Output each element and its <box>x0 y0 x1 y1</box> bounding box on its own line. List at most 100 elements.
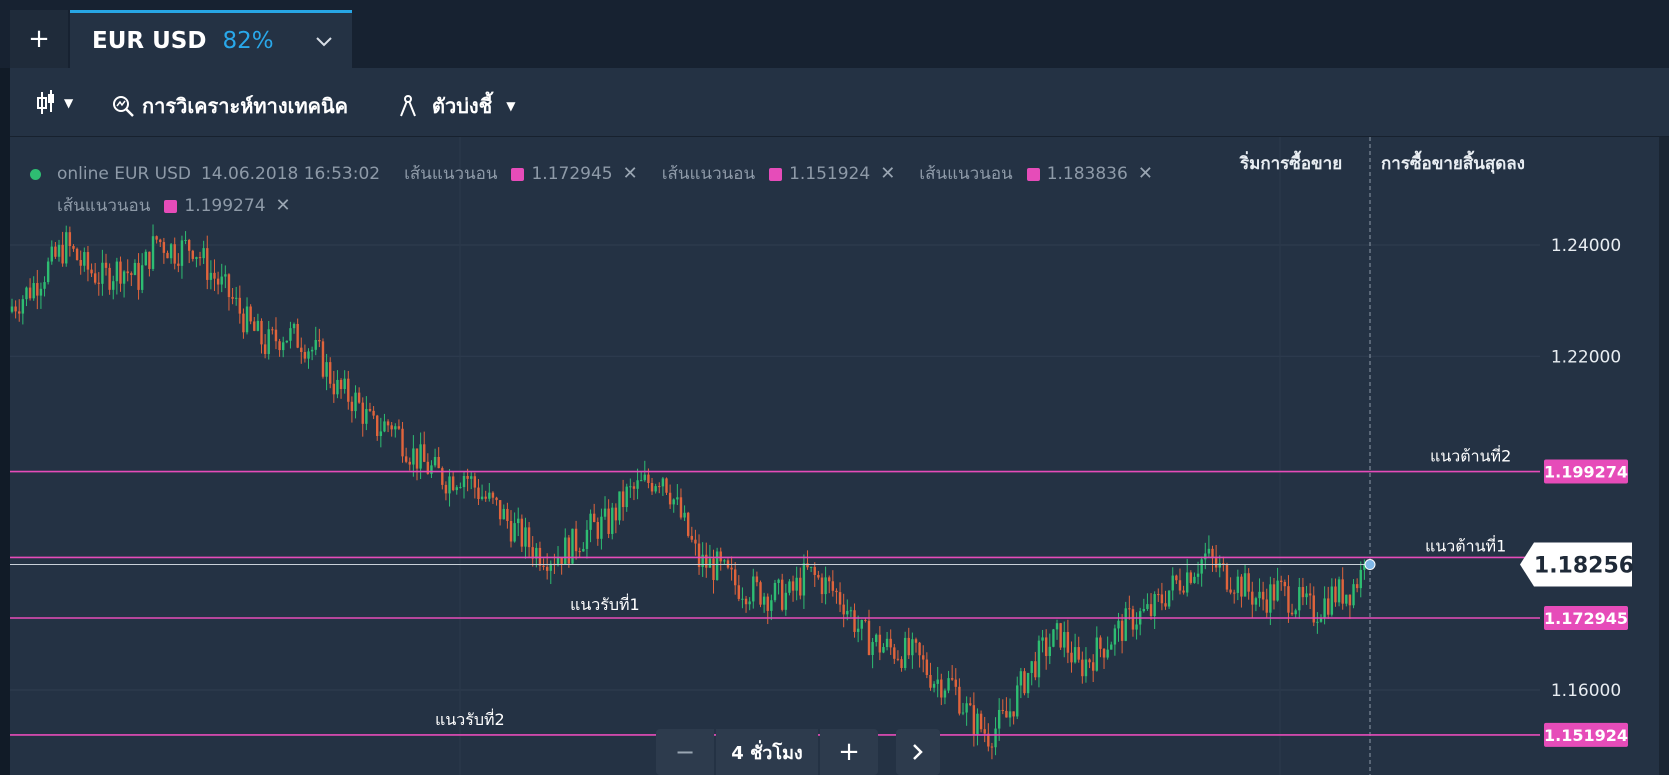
candle-body <box>600 516 603 539</box>
minus-icon: − <box>674 738 696 766</box>
candle-body <box>531 547 534 559</box>
candle-body <box>1171 575 1174 591</box>
candle-body <box>643 474 646 481</box>
candle-body <box>1102 648 1106 658</box>
candle-body <box>535 547 538 559</box>
chart-type-button[interactable]: ▼ <box>36 90 73 116</box>
indicators-button[interactable]: ตัวบ่งชี้ ▼ <box>398 90 516 122</box>
candle-body <box>806 563 809 568</box>
candle-body <box>238 297 242 314</box>
line-value: 1.172945 <box>531 164 613 184</box>
candle-body <box>524 527 527 547</box>
left-edge <box>0 0 10 775</box>
candle-body <box>1131 609 1135 630</box>
chart-info: online EUR USD 14.06.2018 16:53:02 เส้นแ… <box>30 158 1153 222</box>
candle-body <box>1186 572 1189 593</box>
candle-body <box>762 596 766 605</box>
candle-body <box>766 596 769 611</box>
chart-area[interactable] <box>10 137 1669 775</box>
candle-body <box>72 246 75 249</box>
candle-body <box>1316 621 1319 623</box>
candle-body <box>21 299 25 314</box>
candle-body <box>433 456 437 466</box>
candle-body <box>961 712 965 714</box>
candle-body <box>39 288 43 296</box>
online-status-icon <box>30 168 41 180</box>
zoom-out-button[interactable]: − <box>656 729 714 775</box>
candle-body <box>773 582 777 601</box>
candle-body <box>1041 637 1044 641</box>
timeframe-selector[interactable]: 4 ชั่วโมง <box>716 729 818 775</box>
candle-body <box>148 251 151 269</box>
candle-body <box>1200 559 1203 574</box>
online-status: online EUR USD <box>57 164 191 184</box>
candle-body <box>444 484 448 494</box>
candle-body <box>97 282 100 284</box>
candle-body <box>987 733 990 747</box>
candle-body <box>831 581 835 591</box>
candle-body <box>1055 623 1059 630</box>
candle-body <box>36 283 39 296</box>
candle-body <box>267 329 270 355</box>
candle-body <box>903 637 907 668</box>
candle-body <box>1117 620 1120 629</box>
candle-body <box>357 392 361 403</box>
candle-body <box>1363 564 1366 570</box>
price-tag <box>1544 459 1628 484</box>
current-price-label: 1.18256 <box>1534 554 1634 579</box>
close-icon[interactable]: ✕ <box>622 163 638 184</box>
candle-body <box>564 537 567 565</box>
candle-body <box>347 378 350 402</box>
candle-body <box>332 383 336 395</box>
candle-body <box>1146 604 1149 609</box>
line-label: เส้นแนวนอน <box>404 164 498 184</box>
candle-body <box>737 585 741 599</box>
chevron-down-icon[interactable] <box>316 31 332 52</box>
candle-body <box>748 601 751 605</box>
close-icon[interactable]: ✕ <box>1137 163 1153 184</box>
candle-body <box>32 283 35 299</box>
close-icon[interactable]: ✕ <box>275 195 291 216</box>
candle-body <box>184 239 187 241</box>
close-icon[interactable]: ✕ <box>880 163 896 184</box>
technical-analysis-button[interactable]: การวิเคราะห์ทางเทคนิค <box>112 90 348 122</box>
candle-body <box>853 610 856 632</box>
candle-body <box>195 257 198 259</box>
y-tick-label: 1.22000 <box>1551 347 1621 367</box>
candle-body <box>1099 637 1102 649</box>
candle-body <box>947 678 950 691</box>
add-tab-button[interactable]: + <box>10 10 68 68</box>
candle-body <box>1308 593 1312 596</box>
candle-body <box>473 476 477 488</box>
candle-body <box>1081 659 1084 677</box>
candle-body <box>133 262 137 275</box>
candle-body <box>665 478 668 493</box>
scroll-right-button[interactable] <box>896 729 940 775</box>
candle-body <box>943 690 947 698</box>
candle-body <box>549 563 552 571</box>
candle-body <box>777 579 780 583</box>
candle-body <box>245 306 249 333</box>
candle-body <box>784 592 788 610</box>
candle-body <box>813 566 816 575</box>
candle-body <box>828 577 831 582</box>
candle-body <box>10 306 14 312</box>
asset-tab[interactable]: EUR USD 82% <box>70 10 352 68</box>
y-tick-label: 1.16000 <box>1551 681 1621 701</box>
candle-body <box>1005 710 1008 718</box>
candle-body <box>990 746 994 748</box>
candle-body <box>430 465 433 474</box>
candle-body <box>679 497 683 518</box>
candle-body <box>871 642 874 656</box>
candle-body <box>104 262 108 268</box>
line-color-swatch <box>511 167 525 181</box>
candle-body <box>1280 580 1283 582</box>
candle-body <box>1276 580 1279 601</box>
candle-body <box>46 261 50 283</box>
candle-body <box>466 475 469 479</box>
zoom-in-button[interactable]: + <box>820 729 878 775</box>
candle-body <box>140 265 144 290</box>
candle-body <box>1251 591 1254 605</box>
price-tag-label: 1.151924 <box>1544 726 1628 745</box>
